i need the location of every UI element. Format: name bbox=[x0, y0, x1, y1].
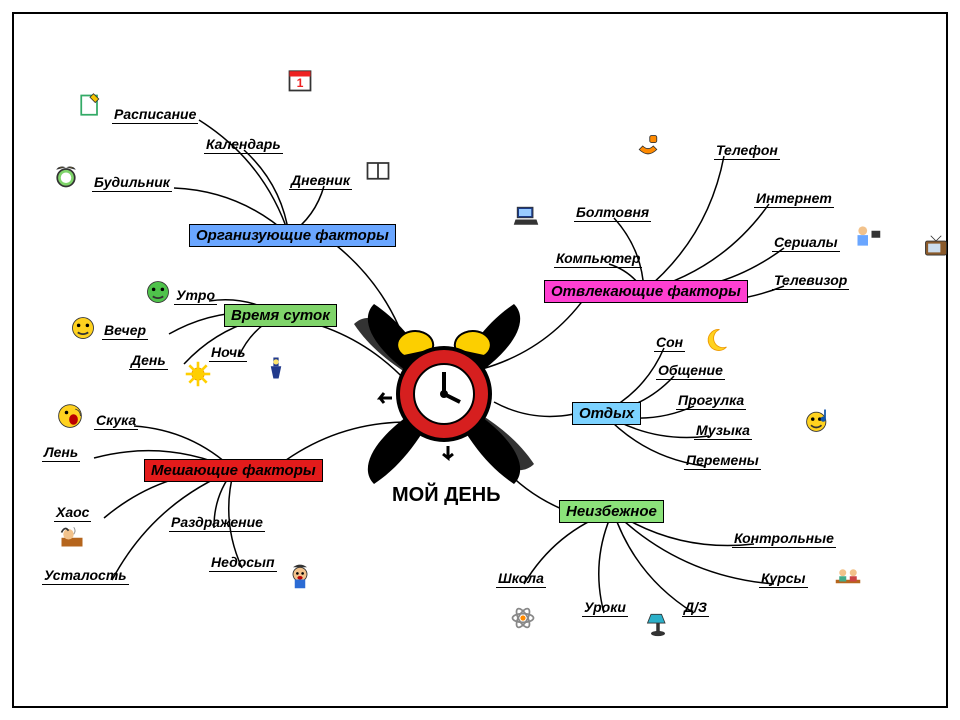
leaf-time-2: День bbox=[129, 352, 168, 370]
leaf-distract-1: Болтовня bbox=[574, 204, 651, 222]
branch-organizing: Организующие факторы bbox=[189, 224, 396, 247]
leaf-inevitable-4: Курсы bbox=[759, 570, 808, 588]
leaf-distract-0: Телефон bbox=[714, 142, 780, 160]
calendar-icon: 1 bbox=[286, 66, 314, 99]
lamp-icon bbox=[644, 609, 672, 642]
torch-icon bbox=[262, 354, 290, 387]
leaf-organizing-3: Будильник bbox=[92, 174, 172, 192]
leaf-inevitable-3: Контрольные bbox=[732, 530, 836, 548]
branch-hinder: Мешающие факторы bbox=[144, 459, 323, 482]
book-icon bbox=[364, 156, 392, 189]
branch-distract: Отвлекающие факторы bbox=[544, 280, 748, 303]
phone-icon bbox=[634, 132, 662, 165]
laptop-icon bbox=[512, 202, 540, 235]
tired-icon bbox=[58, 522, 86, 555]
leaf-distract-4: Сериалы bbox=[772, 234, 840, 252]
leaf-time-0: Утро bbox=[174, 287, 217, 305]
svg-text:1: 1 bbox=[297, 76, 304, 90]
person-tv-icon bbox=[854, 222, 882, 255]
leaf-time-3: Ночь bbox=[209, 344, 247, 362]
leaf-hinder-1: Лень bbox=[42, 444, 80, 462]
diagram-frame: МОЙ ДЕНЬ Организующие факторы Расписание К… bbox=[12, 12, 948, 708]
alarm-icon bbox=[52, 162, 80, 195]
tv-icon bbox=[922, 234, 950, 267]
leaf-rest-3: Музыка bbox=[694, 422, 752, 440]
shock-icon bbox=[286, 562, 314, 595]
leaf-hinder-3: Раздражение bbox=[169, 514, 265, 532]
face-shout-icon bbox=[56, 402, 84, 435]
note-icon bbox=[76, 92, 104, 125]
leaf-organizing-1: Календарь bbox=[204, 136, 283, 154]
smile-music-icon bbox=[804, 406, 832, 439]
face-green-icon bbox=[144, 278, 172, 311]
leaf-distract-5: Телевизор bbox=[772, 272, 849, 290]
leaf-distract-3: Компьютер bbox=[554, 250, 642, 268]
branch-rest: Отдых bbox=[572, 402, 641, 425]
atom-icon bbox=[509, 604, 537, 637]
leaf-inevitable-0: Школа bbox=[496, 570, 546, 588]
leaf-hinder-5: Недосып bbox=[209, 554, 277, 572]
sun-icon bbox=[184, 360, 212, 393]
leaf-organizing-2: Дневник bbox=[289, 172, 352, 190]
leaf-rest-4: Перемены bbox=[684, 452, 761, 470]
center-clock-icon bbox=[344, 294, 544, 494]
branch-inevitable: Неизбежное bbox=[559, 500, 664, 523]
leaf-rest-0: Сон bbox=[654, 334, 685, 352]
leaf-distract-2: Интернет bbox=[754, 190, 834, 208]
face-yellow-icon bbox=[69, 314, 97, 347]
branch-time: Время суток bbox=[224, 304, 337, 327]
desk-icon bbox=[834, 564, 862, 597]
leaf-time-1: Вечер bbox=[102, 322, 148, 340]
leaf-hinder-0: Скука bbox=[94, 412, 138, 430]
leaf-hinder-4: Усталость bbox=[42, 567, 129, 585]
leaf-inevitable-2: Д/З bbox=[682, 599, 709, 617]
center-title: МОЙ ДЕНЬ bbox=[392, 484, 501, 507]
leaf-rest-2: Прогулка bbox=[676, 392, 746, 410]
leaf-rest-1: Общение bbox=[656, 362, 725, 380]
leaf-organizing-0: Расписание bbox=[112, 106, 198, 124]
moon-icon bbox=[702, 326, 730, 359]
leaf-inevitable-1: Уроки bbox=[582, 599, 628, 617]
leaf-hinder-2: Хаос bbox=[54, 504, 91, 522]
